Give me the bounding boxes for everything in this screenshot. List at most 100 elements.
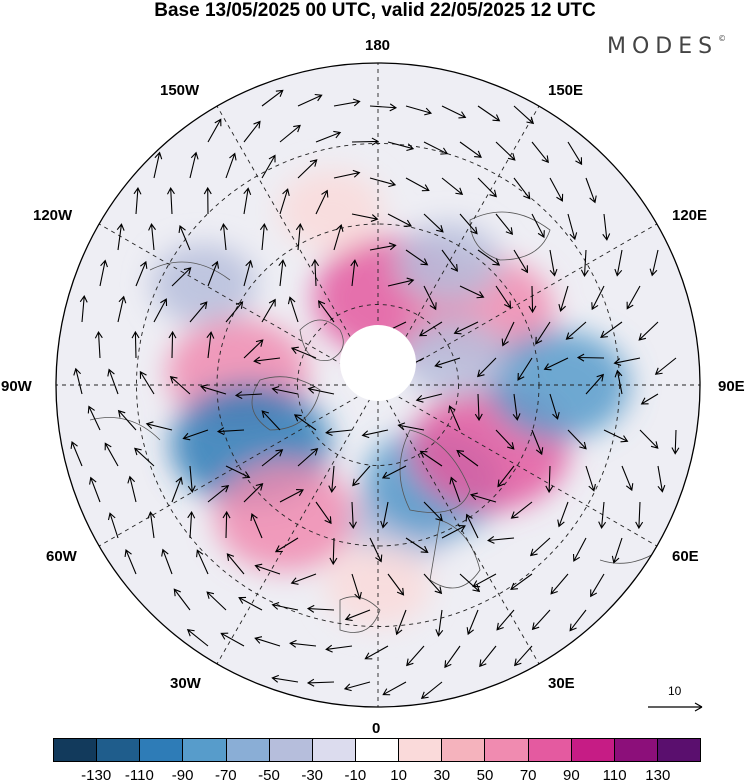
wind-arrow: [243, 187, 252, 215]
wind-arrow: [614, 369, 623, 395]
graticule: [56, 63, 700, 707]
wind-arrow: [585, 373, 604, 395]
lon-label-0: 0: [372, 720, 381, 737]
wind-arrow: [387, 573, 405, 596]
wind-arrow: [567, 429, 587, 450]
colorbar-tick-label: -30: [301, 767, 324, 784]
wind-arrow: [243, 483, 264, 503]
wind-arrow: [469, 492, 497, 503]
wind-arrow: [207, 118, 222, 143]
wind-arrow: [585, 177, 597, 204]
wind-arrow: [243, 259, 254, 287]
wind-arrow: [531, 213, 545, 239]
wind-arrow: [220, 632, 245, 647]
meridian-line: [377, 223, 658, 386]
wind-arrow: [513, 105, 535, 125]
wind-arrow: [250, 513, 263, 539]
map-title: Base 13/05/2025 00 UTC, valid 22/05/2025…: [154, 0, 596, 21]
wind-arrow: [318, 300, 335, 323]
wind-arrow: [441, 525, 466, 539]
wind-arrow: [649, 249, 659, 277]
colorbar: [53, 738, 701, 762]
wind-arrow: [567, 141, 583, 166]
colorbar-tick-label: -130: [81, 767, 112, 784]
wind-arrow: [352, 465, 371, 487]
wind-arrow: [456, 449, 479, 467]
wind-arrow: [419, 450, 443, 467]
wind-arrow: [614, 249, 623, 277]
wind-arrow: [423, 141, 449, 155]
wind-arrow: [487, 535, 515, 544]
wind-arrow: [465, 513, 479, 539]
wind-arrow: [259, 223, 268, 251]
wind-arrow: [107, 368, 119, 395]
wind-arrow: [307, 385, 335, 395]
lon-label-180: 180: [365, 37, 391, 54]
wind-arrow: [94, 330, 103, 359]
wind-arrow: [325, 644, 353, 653]
colorbar-tick-label: 50: [476, 767, 494, 784]
wind-arrow: [271, 602, 299, 611]
wind-arrow: [603, 429, 629, 443]
wind-arrow: [171, 267, 192, 287]
wind-arrow: [196, 549, 209, 575]
wind-arrow: [590, 573, 605, 598]
wind-arrow: [289, 639, 317, 648]
colorbar-swatch: [54, 739, 98, 761]
colorbar-tick-label: 30: [433, 767, 451, 784]
wind-arrow: [477, 105, 501, 122]
pole-cap: [340, 325, 416, 401]
wind-arrow: [361, 429, 389, 439]
wind-arrow: [479, 645, 497, 668]
wind-arrow: [387, 141, 415, 152]
lon-label-60w: 60W: [46, 548, 77, 565]
wind-arrow: [254, 636, 281, 647]
wind-arrow: [311, 258, 320, 287]
wind-arrow: [127, 475, 137, 503]
wind-arrow: [549, 249, 558, 277]
wind-arrow: [243, 339, 264, 359]
wind-arrow: [459, 213, 478, 235]
wind-arrow: [565, 321, 587, 340]
colorbar-swatch: [442, 739, 486, 761]
wind-arrow: [290, 573, 317, 585]
wind-arrow: [226, 553, 245, 575]
wind-arrow: [161, 548, 173, 575]
lon-label-30e: 30E: [548, 675, 575, 692]
wind-arrow: [351, 137, 380, 146]
wind-arrow: [189, 151, 199, 179]
wind-arrow: [501, 321, 515, 347]
wind-arrow: [517, 357, 533, 381]
wind-arrow: [261, 89, 284, 107]
wind-arrow: [654, 357, 677, 375]
wind-arrow: [545, 465, 554, 494]
wind-arrow: [297, 448, 319, 467]
wind-arrow: [328, 465, 337, 493]
wind-arrow: [171, 476, 183, 503]
wind-arrow: [387, 277, 415, 287]
wind-arrow: [333, 169, 361, 179]
wind-arrow: [423, 501, 443, 522]
wind-arrow: [405, 105, 433, 116]
wind-arrow: [225, 301, 244, 323]
colorbar-tick-label: 10: [390, 767, 407, 784]
wind-arrow: [415, 393, 443, 403]
wind-arrow: [394, 609, 407, 636]
wind-arrow: [206, 591, 227, 611]
colorbar-tick-label: -90: [171, 767, 194, 784]
wind-arrow: [531, 141, 549, 164]
wind-arrow: [598, 501, 607, 529]
colorbar-tick-label: 90: [563, 767, 580, 784]
wind-arrow: [543, 357, 569, 371]
wind-arrow: [510, 573, 533, 591]
wind-arrow: [187, 465, 196, 493]
wind-arrow: [351, 573, 362, 600]
wind-arrow: [333, 223, 344, 251]
wind-arrow: [495, 141, 516, 161]
wind-arrow: [474, 393, 483, 422]
meridian-line: [98, 223, 379, 386]
colorbar-swatch: [399, 739, 443, 761]
wind-arrow: [254, 563, 281, 575]
wind-arrow: [529, 537, 551, 557]
meridian-line: [377, 105, 540, 386]
